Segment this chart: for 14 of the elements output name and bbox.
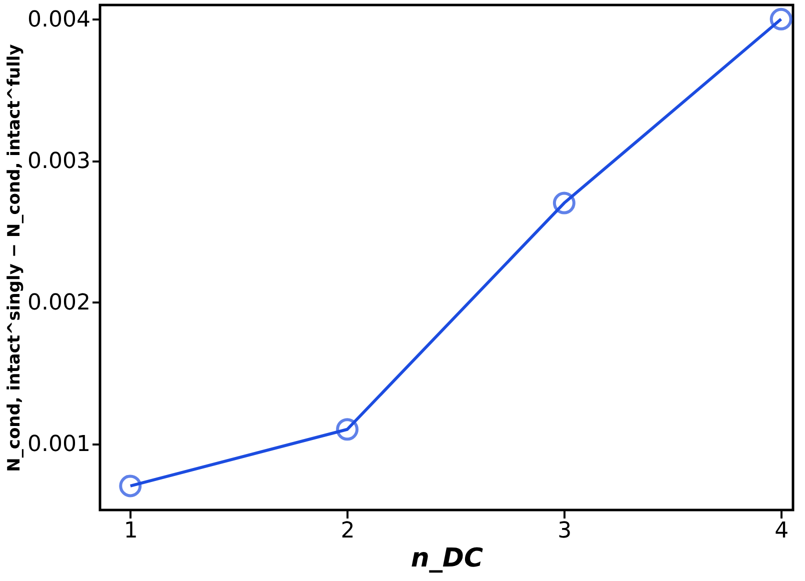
x-tick-label: 4 (774, 518, 789, 544)
x-tick-label: 2 (340, 518, 355, 544)
y-tick-label: 0.001 (28, 432, 90, 458)
x-axis-title: n_DC (410, 544, 484, 574)
y-axis-title: N_cond, intact^singly − N_cond, intact^fully (4, 44, 25, 472)
x-tick-label: 1 (124, 518, 138, 544)
y-tick-label: 0.002 (28, 290, 90, 316)
y-tick-label: 0.004 (28, 8, 90, 33)
y-tick-label: 0.003 (28, 149, 90, 174)
point (119, 474, 142, 498)
x-tick-label: 3 (558, 518, 572, 544)
point (336, 418, 359, 441)
point (552, 192, 576, 214)
point (770, 8, 792, 30)
